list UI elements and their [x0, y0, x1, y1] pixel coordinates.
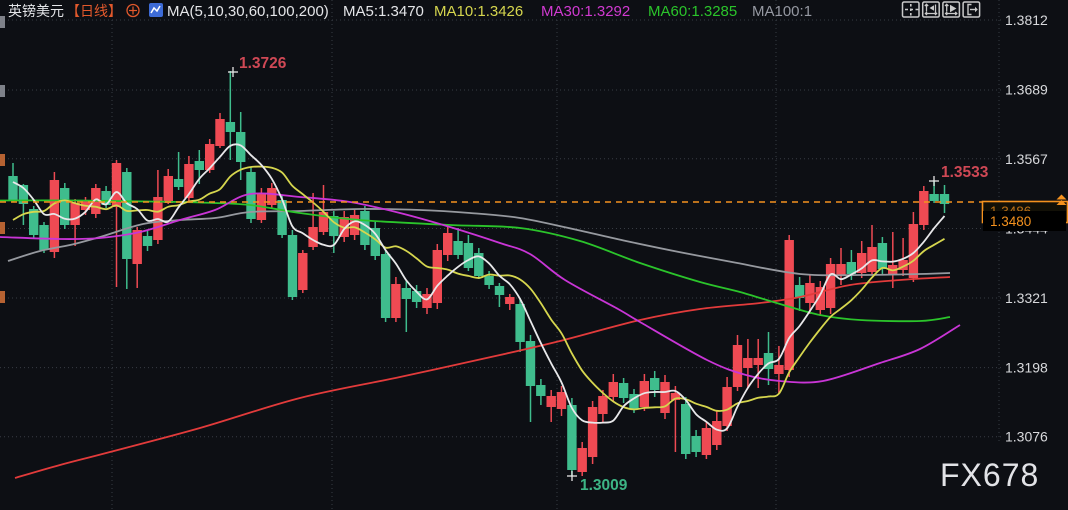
svg-text:1.3533: 1.3533	[941, 164, 989, 181]
svg-text:MA10:1.3426: MA10:1.3426	[434, 3, 523, 20]
svg-text:MA5:1.3470: MA5:1.3470	[343, 3, 424, 20]
svg-text:1.3321: 1.3321	[1005, 290, 1048, 306]
svg-text:1.3812: 1.3812	[1005, 12, 1048, 28]
svg-text:1.3009: 1.3009	[580, 477, 628, 494]
svg-text:1.3726: 1.3726	[239, 55, 287, 72]
svg-text:MA100:1: MA100:1	[752, 3, 812, 20]
svg-text:【日线】: 【日线】	[66, 3, 122, 19]
svg-text:英镑美元: 英镑美元	[8, 3, 64, 19]
svg-text:1.3076: 1.3076	[1005, 429, 1048, 445]
svg-text:1.3689: 1.3689	[1005, 82, 1048, 98]
svg-text:MA(5,10,30,60,100,200): MA(5,10,30,60,100,200)	[167, 3, 329, 20]
svg-text:FX678: FX678	[940, 457, 1039, 493]
svg-text:1.3567: 1.3567	[1005, 151, 1048, 167]
svg-text:1.3480: 1.3480	[990, 214, 1031, 229]
svg-text:MA60:1.3285: MA60:1.3285	[648, 3, 737, 20]
svg-text:MA30:1.3292: MA30:1.3292	[541, 3, 630, 20]
svg-text:1.3198: 1.3198	[1005, 360, 1048, 376]
